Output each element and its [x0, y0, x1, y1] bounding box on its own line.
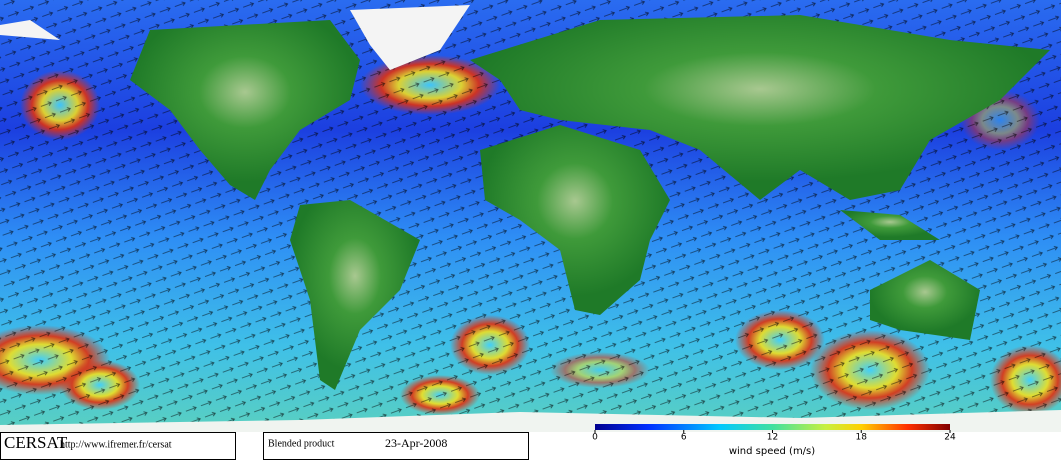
colorbar-tick-label: 12: [767, 433, 778, 443]
product-box: [263, 432, 529, 460]
logo-box: [0, 432, 236, 460]
colorbar-label: wind speed (m/s): [729, 446, 815, 457]
colorbar-tick-label: 0: [592, 433, 598, 443]
colorbar-tick-label: 24: [944, 433, 956, 443]
colorbar-tick-label: 18: [856, 433, 868, 443]
colorbar-tick-label: 6: [681, 433, 687, 443]
product: Blended product: [268, 438, 335, 449]
url: http://www.ifremer.fr/cersat: [60, 439, 172, 450]
colorbar: [595, 424, 950, 430]
date: 23-Apr-2008: [385, 436, 447, 450]
continents: [0, 5, 1061, 432]
logo: CERSAT: [4, 433, 68, 452]
colorbar-ticks: 0 6 12 18 24: [592, 430, 956, 443]
